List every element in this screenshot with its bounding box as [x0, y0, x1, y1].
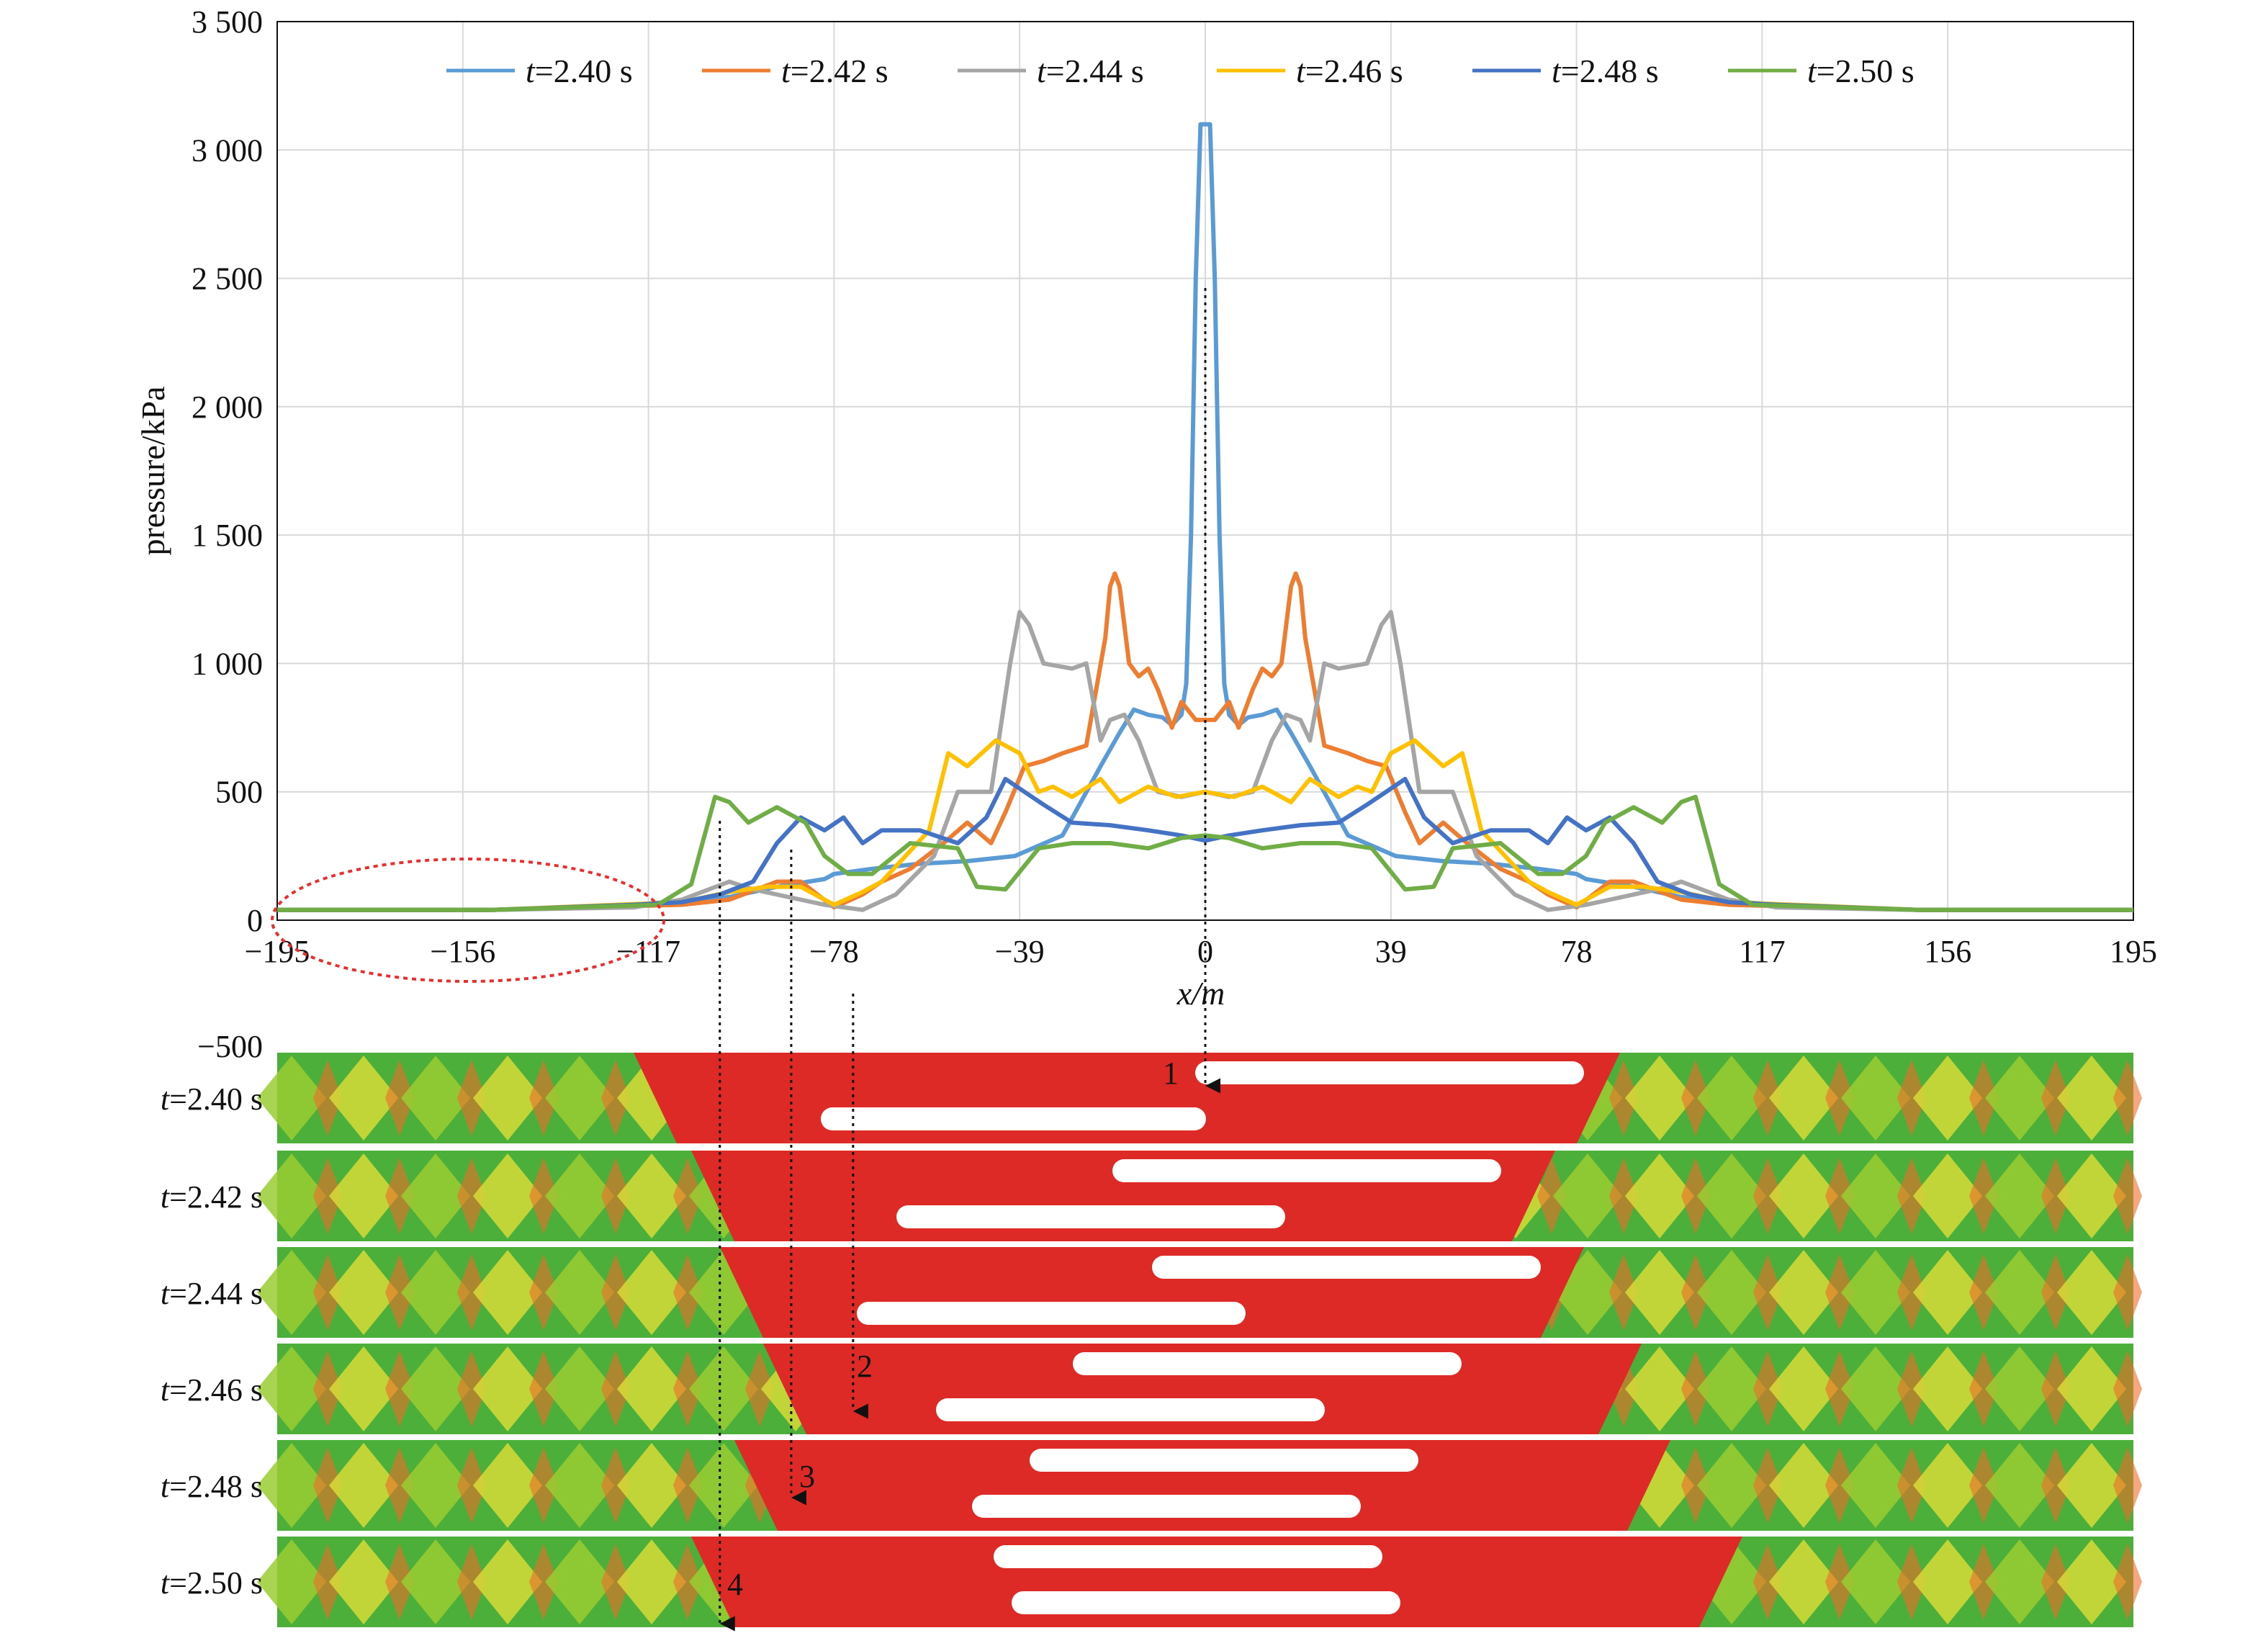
- y-tick-label: 3 500: [192, 4, 263, 40]
- upper-vehicle-bar: [1152, 1256, 1541, 1279]
- y-tick-label: 500: [215, 775, 263, 810]
- flow-panel: [257, 1053, 2142, 1143]
- annotation-arrows: 1 2 3 4: [719, 288, 1220, 1632]
- y-tick-label: 1 500: [192, 518, 263, 553]
- x-axis-label: x/m: [1176, 975, 1225, 1012]
- panel-time-label: t=2.42 s: [161, 1179, 263, 1215]
- annotation-label: 3: [799, 1459, 815, 1494]
- upper-vehicle-bar: [1073, 1352, 1462, 1375]
- x-tick-label: 78: [1561, 934, 1593, 969]
- series-layer: [277, 122, 2133, 912]
- y-tick-label: 0: [247, 903, 263, 938]
- lower-vehicle-bar: [972, 1495, 1361, 1518]
- upper-vehicle-bar: [1195, 1061, 1584, 1084]
- annotation-label: 2: [857, 1349, 873, 1384]
- flow-panel: [257, 1151, 2142, 1241]
- y-tick-label: 2 000: [192, 390, 263, 425]
- flow-panel: [257, 1344, 2142, 1434]
- x-tick-label: −195: [245, 934, 310, 969]
- flow-panel: [257, 1537, 2142, 1627]
- legend-label: t=2.50 s: [1807, 53, 1914, 89]
- legend-label: t=2.44 s: [1037, 53, 1144, 89]
- x-tick-label: −117: [616, 934, 680, 969]
- legend: t=2.40 s t=2.42 s t=2.44 s t=2.46 s t=2.48 s…: [446, 53, 1914, 89]
- panel-time-label: t=2.48 s: [161, 1469, 263, 1504]
- flow-panel: [257, 1440, 2142, 1531]
- legend-label: t=2.48 s: [1552, 53, 1659, 89]
- panel-time-label: t=2.40 s: [161, 1081, 263, 1117]
- lower-vehicle-bar: [857, 1302, 1246, 1325]
- upper-vehicle-bar: [994, 1545, 1382, 1568]
- y-axis-label: pressure/kPa: [135, 386, 171, 555]
- series-line-1: [277, 571, 2133, 912]
- x-tick-label: 39: [1375, 934, 1407, 969]
- annotation-label: 1: [1163, 1056, 1179, 1091]
- y-tick-label: 3 000: [192, 132, 263, 168]
- x-tick-label: 156: [1924, 934, 1971, 969]
- y-extra-tick-label: −500: [197, 1029, 263, 1064]
- x-tick-label: 195: [2110, 934, 2157, 969]
- lower-vehicle-bar: [1012, 1591, 1400, 1614]
- plot-frame: [276, 21, 2134, 921]
- panel-time-label: t=2.50 s: [161, 1565, 263, 1601]
- lower-vehicle-bar: [936, 1398, 1325, 1421]
- legend-label: t=2.42 s: [781, 53, 888, 89]
- x-tick-label: 117: [1739, 934, 1785, 969]
- highlight-ellipse: [271, 858, 665, 983]
- x-tick-label: −156: [430, 934, 495, 969]
- upper-vehicle-bar: [1112, 1159, 1501, 1182]
- flow-panel: [257, 1247, 2142, 1338]
- series-line-0: [277, 122, 2133, 912]
- y-tick-label: 1 000: [192, 646, 263, 681]
- x-tick-labels: −195−156−117−78−3903978117156195: [245, 934, 2157, 969]
- legend-label: t=2.40 s: [526, 53, 633, 89]
- legend-label: t=2.46 s: [1296, 53, 1403, 89]
- panel-time-label: t=2.44 s: [161, 1276, 263, 1311]
- annotation-label: 4: [727, 1567, 743, 1602]
- upper-vehicle-bar: [1030, 1449, 1418, 1472]
- series-line-4: [277, 776, 2133, 912]
- x-tick-label: −78: [809, 934, 859, 969]
- y-tick-label: 2 500: [192, 261, 263, 297]
- flow-field-panels: t=2.40 s t=2.42 s t=2.44 s t=2.46 s t=2.48 s…: [161, 1053, 2142, 1627]
- x-tick-label: −39: [995, 934, 1045, 969]
- series-line-3: [277, 738, 2133, 912]
- lower-vehicle-bar: [821, 1107, 1206, 1130]
- lower-vehicle-bar: [896, 1205, 1285, 1228]
- panel-time-label: t=2.46 s: [161, 1372, 263, 1408]
- y-tick-labels: 0 500 1 000 1 500 2 000 2 500 3 000 3 500: [192, 4, 263, 938]
